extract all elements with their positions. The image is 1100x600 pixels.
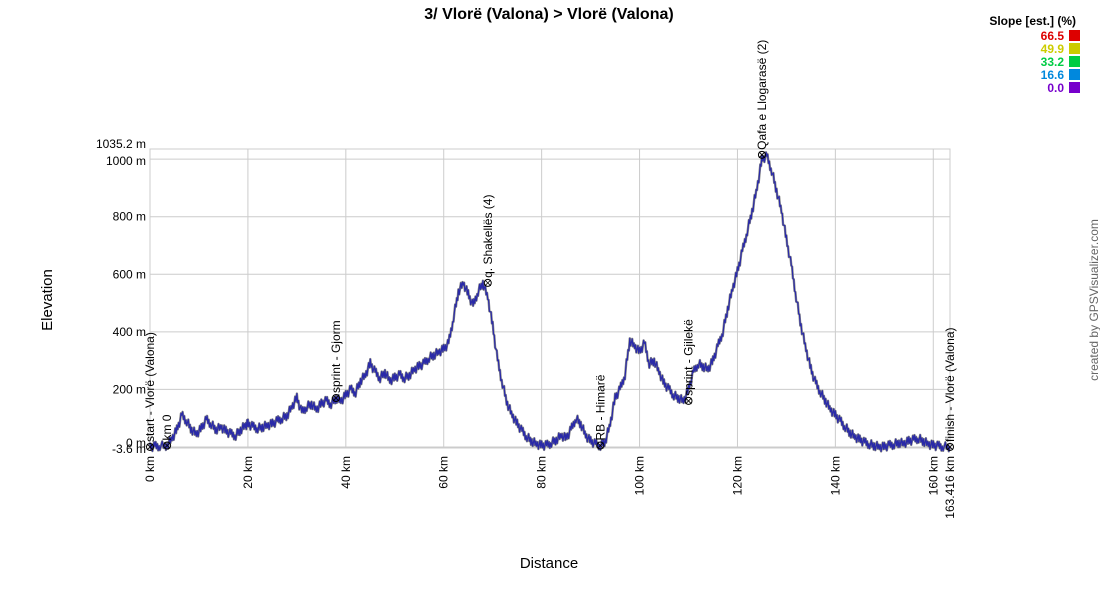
waypoint: RB - Himarë bbox=[593, 374, 607, 450]
x-tick-label: 0 km bbox=[143, 456, 157, 482]
waypoint-label: sprint - Gjorm bbox=[329, 320, 343, 393]
waypoint-label: finish - Vlorë (Valona) bbox=[943, 327, 957, 442]
slope-legend: Slope [est.] (%) 66.549.933.216.60.0 bbox=[989, 14, 1080, 95]
y-tick-label: 600 m bbox=[113, 267, 146, 281]
grid-lines bbox=[149, 148, 951, 449]
x-tick-label: 120 km bbox=[730, 456, 744, 495]
x-axis-ticks: 0 km 20 km 40 km 60 km 80 km 100 km 120 km 140 … bbox=[143, 456, 957, 519]
waypoint-cross bbox=[332, 394, 340, 402]
credit-text: created by GPSVisualizer.com bbox=[1087, 219, 1100, 381]
waypoint: Qafa e Llogarasë (2) bbox=[755, 40, 769, 159]
waypoint-marker bbox=[146, 442, 154, 451]
x-tick-label: 140 km bbox=[828, 456, 842, 495]
legend-swatch bbox=[1069, 43, 1080, 54]
y-tick-label: 800 m bbox=[113, 210, 146, 224]
waypoint-marker bbox=[163, 441, 172, 450]
waypoint: sprint - Gjilekë bbox=[682, 319, 696, 405]
legend-title: Slope [est.] (%) bbox=[989, 14, 1076, 28]
waypoint-cross bbox=[484, 279, 492, 287]
y-tick-label: 1035.2 m bbox=[96, 137, 146, 151]
y-axis-label: Elevation bbox=[39, 269, 56, 331]
legend-value: 66.5 bbox=[1041, 29, 1065, 43]
elevation-profile bbox=[148, 151, 952, 453]
legend-swatch bbox=[1069, 30, 1080, 41]
waypoint-label: Qafa e Llogarasë (2) bbox=[755, 40, 769, 150]
legend-value: 16.6 bbox=[1041, 68, 1065, 82]
y-tick-label: 0 m bbox=[126, 436, 146, 450]
waypoint-marker bbox=[946, 442, 954, 451]
waypoint-cross bbox=[597, 442, 604, 449]
waypoints: start - Vlorë (Valona) km 0 sprint - Gjorm… bbox=[143, 40, 957, 451]
waypoint-marker bbox=[483, 278, 492, 287]
y-tick-label: 200 m bbox=[113, 382, 146, 396]
waypoint-cross bbox=[758, 151, 766, 159]
y-tick-label: -3.6 m bbox=[112, 442, 146, 456]
plot-frame bbox=[149, 148, 951, 449]
waypoint-label: start - Vlorë (Valona) bbox=[143, 332, 157, 442]
legend-value: 0.0 bbox=[1047, 81, 1064, 95]
profile-line bbox=[149, 151, 951, 452]
x-tick-label: 80 km bbox=[535, 456, 549, 489]
waypoint-cross bbox=[685, 397, 692, 405]
x-tick-label: 60 km bbox=[437, 456, 451, 489]
legend-swatch bbox=[1069, 82, 1080, 93]
x-axis-label: Distance bbox=[520, 555, 578, 572]
waypoint-label: RB - Himarë bbox=[593, 374, 607, 440]
legend-swatch bbox=[1069, 56, 1080, 67]
waypoint: q. Shakellës (4) bbox=[481, 195, 495, 287]
waypoint: start - Vlorë (Valona) bbox=[143, 332, 157, 451]
legend-value: 49.9 bbox=[1041, 42, 1065, 56]
waypoint-label: km 0 bbox=[160, 414, 174, 440]
waypoint-cross bbox=[163, 442, 171, 449]
x-tick-label: 20 km bbox=[241, 456, 255, 489]
legend-value: 33.2 bbox=[1041, 55, 1065, 69]
x-tick-label: 163.416 km bbox=[943, 456, 957, 519]
waypoint: finish - Vlorë (Valona) bbox=[943, 327, 957, 451]
waypoint-marker bbox=[332, 394, 341, 403]
x-tick-label: 160 km bbox=[926, 456, 940, 495]
waypoint-label: sprint - Gjilekë bbox=[682, 319, 696, 396]
x-tick-label: 40 km bbox=[339, 456, 353, 489]
y-tick-label: 1000 m bbox=[106, 154, 146, 168]
y-axis-ticks: -3.6 m0 m 200 m 400 m 600 m 800 m 1000 m 1035.… bbox=[96, 137, 146, 456]
chart-title: 3/ Vlorë (Valona) > Vlorë (Valona) bbox=[424, 6, 673, 23]
waypoint: km 0 bbox=[160, 414, 174, 450]
y-tick-label: 400 m bbox=[113, 325, 146, 339]
waypoint-label: q. Shakellës (4) bbox=[481, 195, 495, 278]
waypoint: sprint - Gjorm bbox=[329, 320, 343, 403]
waypoint-cross bbox=[146, 443, 154, 451]
x-tick-label: 100 km bbox=[633, 456, 647, 495]
waypoint-marker bbox=[596, 441, 605, 450]
waypoint-marker bbox=[684, 396, 693, 405]
waypoint-marker bbox=[757, 150, 766, 159]
waypoint-cross bbox=[946, 443, 954, 451]
legend-swatch bbox=[1069, 69, 1080, 80]
